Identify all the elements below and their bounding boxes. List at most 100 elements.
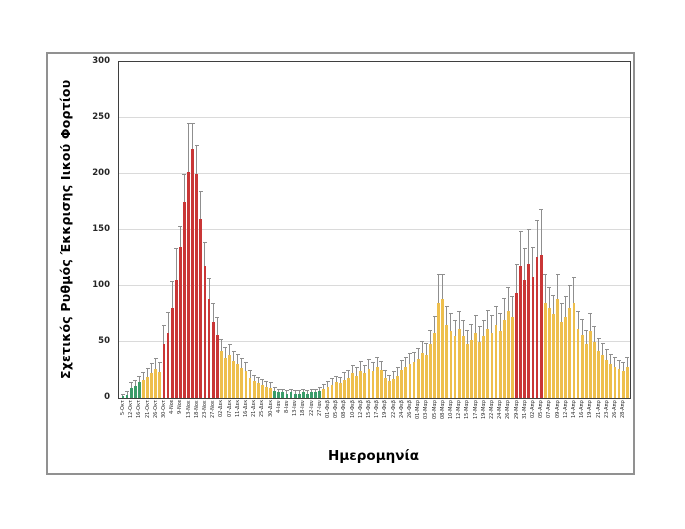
error-bar — [462, 320, 464, 337]
error-bar — [458, 311, 460, 329]
x-tick-label: 15-Μαρ — [464, 400, 471, 419]
bar — [379, 370, 383, 398]
bar — [355, 375, 359, 398]
bar — [617, 368, 621, 398]
error-bar-cap — [297, 390, 302, 392]
error-bar-cap — [166, 311, 171, 313]
bar — [330, 384, 334, 398]
error-bar-cap — [174, 248, 179, 250]
error-bar-cap — [461, 319, 466, 321]
error-bar-cap — [219, 338, 224, 340]
error-bar-cap — [342, 372, 347, 374]
error-bar — [323, 384, 325, 390]
error-bar-cap — [604, 348, 609, 350]
error-bar — [274, 387, 276, 392]
error-bar — [253, 375, 255, 382]
error-bar-cap — [141, 372, 146, 374]
bar — [547, 308, 551, 398]
error-bar — [208, 279, 210, 300]
bar — [260, 384, 264, 398]
bar — [539, 254, 543, 398]
x-tick-label: 16-Δεκ — [242, 400, 249, 418]
bar — [150, 373, 154, 398]
bar — [359, 371, 363, 398]
x-tick-label: 24-Φεβ — [398, 400, 405, 418]
error-bar — [618, 361, 620, 369]
error-bar-cap — [420, 341, 425, 342]
error-bar-cap — [170, 280, 175, 282]
error-bar-cap — [621, 362, 626, 364]
x-tick-label: 26-Φεβ — [406, 400, 413, 418]
error-bar — [175, 249, 177, 281]
x-tick-label: 12-Φεβ — [357, 400, 364, 418]
bar — [453, 336, 457, 398]
bar — [306, 393, 309, 398]
bar — [404, 366, 408, 398]
error-bar-cap — [334, 375, 339, 377]
bar — [478, 342, 482, 398]
error-bar — [286, 391, 288, 394]
bar — [588, 330, 592, 398]
bar — [211, 321, 215, 398]
error-bar-cap — [567, 285, 572, 286]
error-bar — [540, 209, 542, 255]
error-bar — [589, 314, 591, 331]
bar — [625, 366, 629, 398]
error-bar-cap — [202, 242, 207, 244]
error-bar — [421, 342, 423, 354]
x-tick-label: 02-Δεκ — [218, 400, 225, 418]
error-bar-cap — [543, 273, 548, 275]
error-bar-cap — [194, 145, 199, 146]
bar — [158, 372, 162, 398]
error-bar-cap — [325, 381, 330, 383]
error-bar-cap — [518, 231, 523, 233]
bar — [191, 149, 195, 398]
y-tick-label: 0 — [104, 392, 110, 402]
bar — [564, 317, 568, 398]
x-tick-label: 22-Ιαν — [308, 400, 315, 416]
error-bar — [520, 232, 522, 266]
error-bar — [626, 357, 628, 367]
error-bar-cap — [276, 389, 281, 391]
error-bar — [339, 377, 341, 384]
error-bar — [290, 390, 292, 393]
error-bar-cap — [407, 353, 412, 355]
error-bar-cap — [223, 346, 228, 348]
x-tick-label: 10-Φεβ — [349, 400, 356, 418]
bar — [314, 392, 318, 398]
error-bar — [147, 368, 149, 377]
gridline — [119, 285, 630, 286]
error-bar — [155, 358, 157, 369]
bar — [170, 308, 174, 398]
bar — [146, 376, 149, 398]
bar — [511, 317, 514, 398]
x-tick-label: 12-Απρ — [562, 400, 569, 418]
error-bar-cap — [379, 361, 384, 363]
error-bar-cap — [481, 319, 486, 321]
bar — [166, 333, 170, 398]
error-bar — [229, 345, 231, 356]
x-tick-label: 27-Ιαν — [316, 400, 323, 416]
bar — [375, 366, 379, 398]
bar — [351, 373, 354, 398]
bar — [568, 308, 572, 398]
error-bar-cap — [555, 273, 560, 275]
x-tick-label: 12-Οκτ — [128, 400, 135, 419]
bar — [183, 202, 186, 398]
error-bar — [593, 327, 595, 342]
error-bar-cap — [625, 356, 630, 358]
error-bar-cap — [305, 390, 310, 392]
error-bar — [380, 362, 382, 370]
error-bar-cap — [498, 313, 503, 314]
error-bar — [491, 316, 493, 334]
error-bar — [196, 146, 198, 174]
error-bar-cap — [387, 374, 392, 376]
y-tick-label: 250 — [92, 112, 110, 122]
error-bar-cap — [494, 306, 499, 308]
bar — [269, 387, 272, 398]
error-bar — [405, 357, 407, 367]
bar — [461, 336, 465, 398]
x-tick-label: 21-Απρ — [595, 400, 602, 418]
error-bar — [364, 365, 366, 374]
bar — [580, 335, 584, 398]
